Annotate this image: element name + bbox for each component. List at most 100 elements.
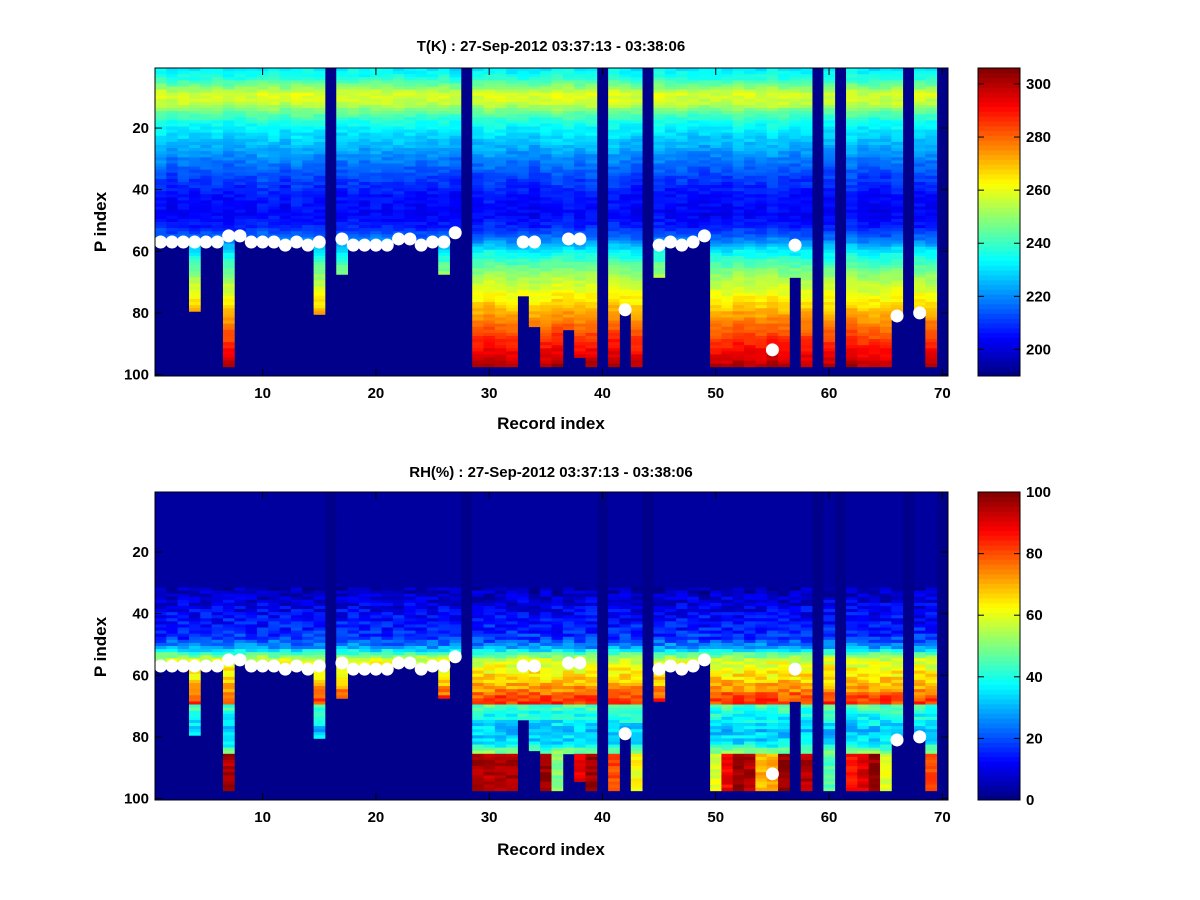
heatmap-cell [891, 111, 904, 115]
heatmap-cell [155, 95, 167, 100]
colorbar-segment [978, 274, 1020, 281]
heatmap-cell [155, 98, 167, 103]
heatmap-cell [166, 519, 179, 524]
heatmap-cell [155, 649, 167, 653]
heatmap-cell [789, 265, 802, 269]
heatmap-cell [517, 206, 530, 211]
heatmap-cell [630, 126, 643, 130]
heatmap-cell [755, 215, 768, 220]
level-marker [448, 226, 462, 240]
heatmap-cell [744, 311, 756, 315]
heatmap-cell [438, 108, 450, 112]
heatmap-cell [823, 286, 836, 291]
heatmap-cell [778, 326, 790, 331]
heatmap-cell [608, 95, 620, 100]
heatmap-cell [155, 71, 167, 75]
heatmap-cell [778, 120, 790, 124]
heatmap-cell [381, 200, 394, 204]
heatmap-cell [404, 225, 416, 229]
heatmap-cell [392, 148, 405, 152]
heatmap-cell [392, 95, 405, 100]
heatmap-cell [268, 160, 281, 164]
heatmap-cell [188, 271, 201, 275]
heatmap-cell [200, 132, 213, 137]
heatmap-cell [211, 148, 224, 152]
heatmap-cell [880, 342, 892, 346]
heatmap-cell [540, 339, 552, 343]
heatmap-cell [755, 292, 768, 297]
heatmap-cell [155, 618, 167, 622]
heatmap-cell [506, 354, 518, 358]
heatmap-cell [177, 141, 190, 146]
heatmap-cell [211, 68, 224, 72]
colorbar-segment [978, 299, 1020, 305]
heatmap-cell [778, 132, 790, 137]
heatmap-cell [506, 262, 518, 266]
heatmap-cell [528, 135, 541, 140]
heatmap-cell [528, 305, 541, 309]
heatmap-cell [200, 197, 213, 201]
heatmap-cell [336, 166, 348, 171]
heatmap-cell [800, 295, 813, 300]
heatmap-cell [358, 185, 371, 189]
heatmap-cell [880, 265, 892, 269]
heatmap-cell [721, 225, 734, 229]
heatmap-cell [370, 101, 382, 106]
heatmap-cell [222, 308, 235, 312]
heatmap-cell [800, 178, 813, 183]
heatmap-cell [778, 185, 790, 189]
heatmap-cell [846, 203, 858, 207]
heatmap-cell [200, 108, 213, 112]
heatmap-cell [551, 117, 564, 121]
heatmap-cell [914, 277, 926, 281]
heatmap-cell [880, 243, 892, 248]
colorbar-segment [978, 92, 1020, 98]
heatmap-cell [200, 206, 213, 211]
heatmap-cell [540, 114, 552, 118]
heatmap-cell [925, 132, 938, 137]
heatmap-cell [721, 104, 734, 109]
heatmap-cell [551, 175, 564, 180]
heatmap-cell [608, 101, 620, 106]
heatmap-cell [438, 74, 450, 78]
heatmap-cell [551, 234, 564, 238]
heatmap-cell [381, 92, 394, 97]
heatmap-cell [608, 283, 620, 288]
heatmap-cell [358, 151, 371, 155]
heatmap-cell [823, 114, 836, 118]
heatmap-cell [483, 265, 496, 269]
heatmap-cell [710, 178, 722, 183]
heatmap-cell [517, 197, 530, 201]
heatmap-cell [800, 314, 813, 318]
heatmap-cell [732, 280, 745, 284]
heatmap-cell [155, 92, 167, 97]
heatmap-cell [279, 188, 292, 192]
heatmap-cell [744, 240, 756, 244]
heatmap-cell [721, 295, 734, 300]
heatmap-cell [392, 138, 405, 143]
heatmap-cell [404, 80, 416, 84]
heatmap-cell [619, 234, 632, 238]
heatmap-cell [472, 268, 484, 272]
heatmap-cell [664, 209, 677, 214]
heatmap-cell [891, 166, 904, 171]
heatmap-cell [245, 129, 258, 134]
heatmap-cell [426, 175, 439, 180]
heatmap-cell [891, 302, 904, 306]
heatmap-cell [302, 92, 314, 97]
heatmap-cell [891, 274, 904, 278]
heatmap-cell [846, 212, 858, 217]
heatmap-cell [676, 231, 688, 235]
heatmap-cell [155, 633, 167, 638]
heatmap-cell [404, 228, 416, 232]
heatmap-cell [710, 120, 722, 124]
heatmap-cell [551, 188, 564, 192]
heatmap-cell [528, 258, 541, 263]
heatmap-cell [392, 166, 405, 171]
heatmap-cell [619, 151, 632, 155]
heatmap-cell [800, 181, 813, 186]
heatmap-cell [562, 120, 575, 124]
heatmap-cell [200, 181, 213, 186]
heatmap-cell [506, 240, 518, 244]
heatmap-cell [778, 175, 790, 180]
